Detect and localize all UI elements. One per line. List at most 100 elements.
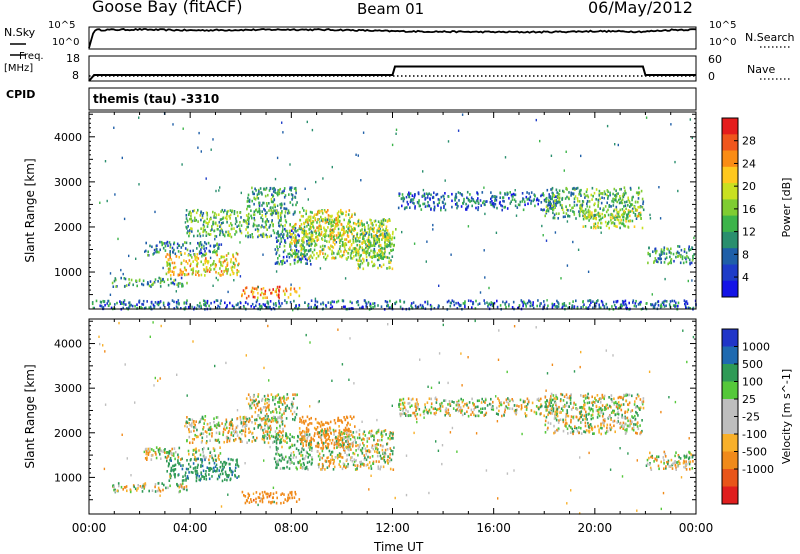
data-cell [225,267,227,271]
data-cell [586,194,589,197]
data-cell [300,223,303,226]
data-cell [236,476,238,479]
data-cell [186,248,189,252]
data-cell [292,393,294,396]
data-cell [360,460,362,464]
data-cell [337,440,340,443]
data-cell [204,458,206,462]
data-cell [159,277,162,280]
data-cell [316,300,319,304]
data-cell [623,303,625,307]
data-cell [151,489,154,492]
data-cell [344,231,347,234]
data-cell [328,435,330,438]
data-cell [285,289,288,293]
data-cell [572,300,574,303]
data-cell [566,220,569,223]
data-cell [262,417,264,421]
data-cell [433,208,436,212]
data-cell [209,451,211,455]
data-cell [555,204,557,207]
data-cell [455,194,457,198]
data-cell [326,421,329,425]
data-cell [170,469,172,473]
data-cell [377,220,380,223]
data-cell [294,233,296,237]
data-cell [247,402,250,406]
data-cell [564,215,566,218]
data-cell [300,431,303,434]
data-cell [395,128,398,131]
data-cell [533,198,535,201]
data-cell [310,416,312,420]
data-cell [99,304,101,308]
data-cell [193,420,195,423]
data-cell [640,217,642,220]
data-cell [264,490,266,494]
data-cell [156,250,158,254]
data-cell [322,219,324,223]
data-cell [438,201,440,205]
data-cell [174,463,177,467]
data-cell [176,246,179,250]
data-cell [227,457,230,461]
data-cell [297,449,300,452]
data-cell [364,250,366,254]
data-cell [548,193,550,196]
data-cell [126,307,128,310]
data-cell [174,457,176,461]
data-cell [293,237,296,240]
data-cell [347,213,350,216]
data-cell [252,436,255,439]
data-cell [391,304,393,308]
data-cell [216,250,218,253]
data-cell [180,246,183,249]
data-cell [245,416,248,419]
data-cell [565,304,567,308]
data-cell [519,200,522,204]
data-cell [637,206,639,209]
data-cell [144,250,146,253]
data-cell [310,235,313,239]
data-cell [550,154,553,157]
data-cell [591,186,594,190]
data-cell [575,217,577,220]
data-cell [635,191,638,194]
data-cell [355,153,357,156]
data-cell [247,196,249,200]
data-cell [325,229,328,232]
data-cell [273,440,276,443]
data-cell [308,228,310,231]
data-cell [276,466,278,469]
data-cell [320,423,322,427]
data-cell [598,303,600,307]
data-cell [217,421,220,425]
data-cell [288,496,291,500]
data-cell [277,432,279,435]
data-cell [401,197,403,200]
data-cell [272,302,275,305]
data-cell [248,427,250,431]
data-cell [172,266,175,270]
data-cell [301,438,303,442]
data-cell [350,225,353,229]
data-cell [266,412,268,416]
data-cell [383,456,385,459]
data-cell [266,305,268,309]
data-cell [384,250,386,254]
data-cell [307,221,309,225]
data-cell [266,220,268,223]
data-cell [540,397,542,401]
data-cell [380,465,382,469]
data-cell [304,249,306,252]
data-cell [668,261,671,265]
data-cell [295,455,297,459]
data-cell [353,226,355,230]
data-cell [320,420,323,424]
data-cell [271,193,273,196]
data-cell [363,238,365,241]
data-cell [437,407,439,411]
data-cell [257,496,260,499]
data-cell [177,282,180,285]
data-cell [365,245,368,248]
